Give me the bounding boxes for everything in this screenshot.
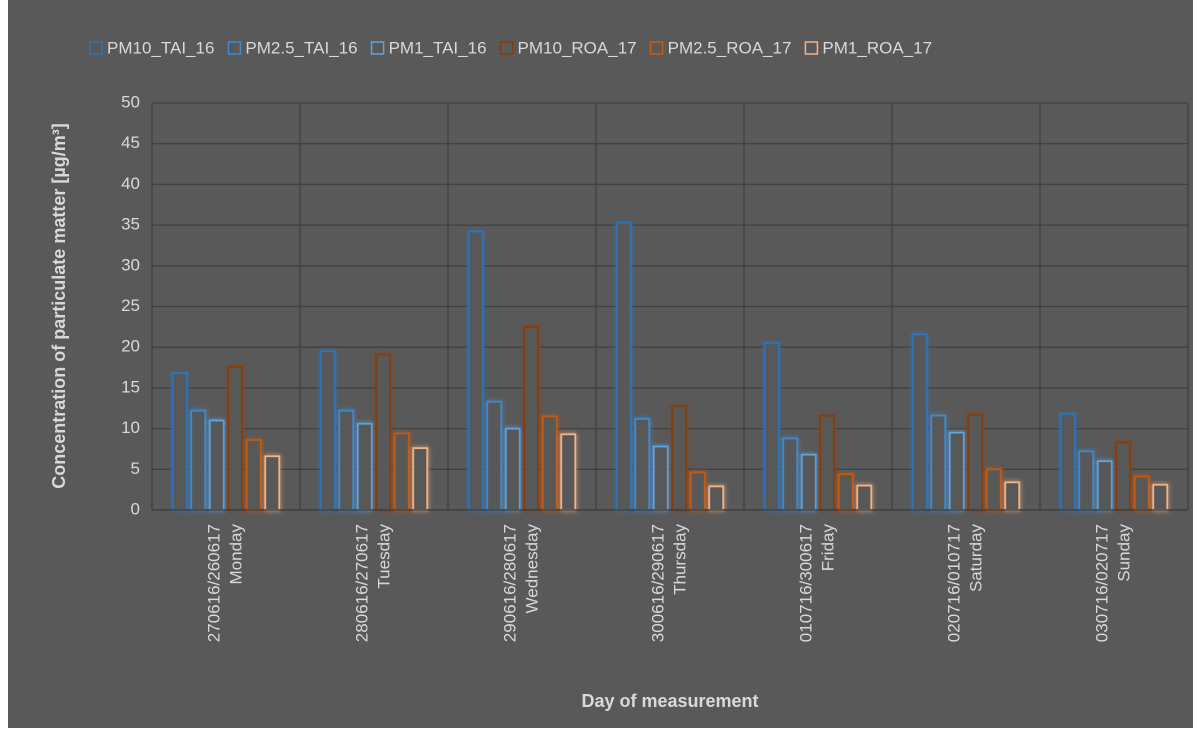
y-tick-label: 5 — [131, 459, 140, 478]
bar — [1078, 450, 1095, 511]
bar — [504, 427, 521, 511]
bar — [689, 471, 706, 511]
bar — [1059, 413, 1076, 511]
legend-swatch — [370, 41, 385, 55]
legend-label: PM2.5_TAI_16 — [245, 38, 357, 57]
bar — [948, 431, 965, 511]
bar — [856, 484, 873, 511]
x-tick-label: Tuesday — [374, 524, 393, 589]
y-tick-label: 15 — [121, 377, 140, 396]
x-tick-label: Wednesday — [522, 524, 541, 614]
y-tick-label: 20 — [121, 337, 140, 356]
bar — [486, 400, 503, 511]
legend-swatch — [499, 41, 514, 55]
legend-swatch — [89, 41, 103, 55]
chart-background — [8, 0, 1193, 728]
y-tick-label: 30 — [121, 255, 140, 274]
legend-label: PM1_ROA_17 — [822, 38, 932, 57]
legend-swatch — [804, 41, 819, 55]
bar — [819, 414, 836, 511]
x-tick-label: 020716/010717 — [944, 524, 963, 642]
bar — [338, 409, 355, 511]
bar — [615, 221, 632, 511]
x-tick-label: 010716/300617 — [796, 524, 815, 642]
bar — [985, 468, 1002, 511]
bar — [560, 433, 577, 511]
bar — [652, 445, 669, 511]
legend-swatch — [649, 41, 664, 55]
y-tick-label: 25 — [121, 296, 140, 315]
y-axis-label: Concentration of particulate matter [µg/… — [49, 123, 69, 488]
bar — [393, 432, 410, 511]
y-tick-label: 50 — [121, 92, 140, 111]
bar — [523, 325, 540, 511]
x-tick-label: Monday — [226, 524, 245, 585]
x-tick-label: 290616/280617 — [500, 524, 519, 642]
bar — [227, 365, 244, 511]
bar — [911, 333, 928, 511]
x-tick-label: Sunday — [1114, 524, 1133, 582]
x-axis-label: Day of measurement — [581, 691, 758, 711]
x-tick-label: 300616/290617 — [648, 524, 667, 642]
x-tick-label: Saturday — [966, 524, 985, 593]
legend-label: PM2.5_ROA_17 — [668, 38, 792, 57]
x-tick-label: 270616/260617 — [204, 524, 223, 642]
bar — [1004, 481, 1021, 511]
bar — [708, 485, 725, 511]
bar — [412, 447, 429, 511]
y-tick-label: 40 — [121, 174, 140, 193]
bar — [319, 350, 336, 511]
legend-label: PM1_TAI_16 — [389, 38, 487, 57]
x-tick-label: 030716/020717 — [1092, 524, 1111, 642]
bar — [208, 419, 225, 511]
bar — [1152, 483, 1169, 511]
bar — [967, 413, 984, 511]
bar — [356, 422, 373, 511]
legend-label: PM10_ROA_17 — [518, 38, 637, 57]
bar — [541, 415, 558, 511]
y-tick-label: 45 — [121, 133, 140, 152]
legend-swatch — [227, 41, 242, 55]
bar — [1096, 460, 1113, 511]
bar — [1133, 475, 1150, 511]
bar — [467, 230, 484, 511]
bar — [837, 473, 854, 511]
bar — [763, 342, 780, 511]
bar — [782, 437, 799, 511]
y-tick-label: 10 — [121, 418, 140, 437]
bar — [1115, 441, 1132, 511]
bar — [171, 372, 188, 511]
x-tick-label: Friday — [818, 524, 837, 572]
legend: PM10_TAI_16 PM2.5_TAI_16 PM1_TAI_16 PM10_RO… — [89, 38, 932, 57]
bar — [245, 439, 262, 511]
bar — [634, 417, 651, 511]
y-tick-label: 35 — [121, 215, 140, 234]
bar — [671, 404, 688, 511]
x-tick-label: Thursday — [670, 524, 689, 595]
bar — [930, 414, 947, 511]
legend-label: PM10_TAI_16 — [107, 38, 214, 57]
bar — [190, 409, 207, 511]
bar — [375, 353, 392, 511]
bar — [800, 453, 817, 511]
bar — [264, 455, 281, 511]
y-tick-label: 0 — [131, 499, 140, 518]
x-tick-label: 280616/270617 — [352, 524, 371, 642]
